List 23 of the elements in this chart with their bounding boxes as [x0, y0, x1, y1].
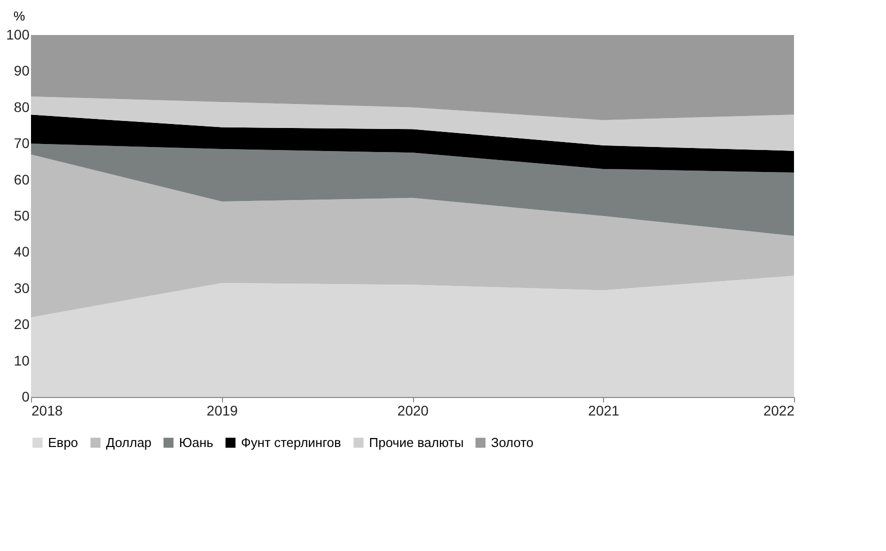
y-axis-title: % — [14, 8, 26, 24]
legend-label: Золото — [491, 434, 534, 450]
y-tick-label: 10 — [14, 352, 30, 368]
legend-label: Юань — [179, 434, 214, 450]
y-tick-label: 70 — [14, 135, 30, 152]
legend-label: Фунт стерлингов — [241, 434, 342, 450]
y-tick-label: 40 — [14, 244, 30, 260]
legend-label: Доллар — [106, 434, 152, 450]
x-tick-label: 2022 — [763, 402, 795, 418]
y-tick-label: 60 — [14, 171, 30, 188]
y-tick-label: 50 — [14, 208, 30, 224]
x-tick-label: 2020 — [397, 402, 429, 418]
legend-label: Евро — [48, 434, 78, 450]
x-tick-label: 2019 — [206, 402, 238, 418]
y-tick-label: 20 — [14, 316, 30, 332]
y-tick-label: 0 — [22, 388, 30, 404]
y-tick-label: 100 — [6, 26, 30, 42]
y-tick-label: 80 — [14, 98, 30, 115]
y-tick-label: 90 — [14, 62, 30, 79]
legend-label: Прочие валюты — [369, 434, 464, 450]
x-tick-label: 2018 — [32, 402, 63, 418]
y-tick-label: 30 — [14, 280, 30, 296]
x-tick-label: 2021 — [588, 402, 620, 418]
